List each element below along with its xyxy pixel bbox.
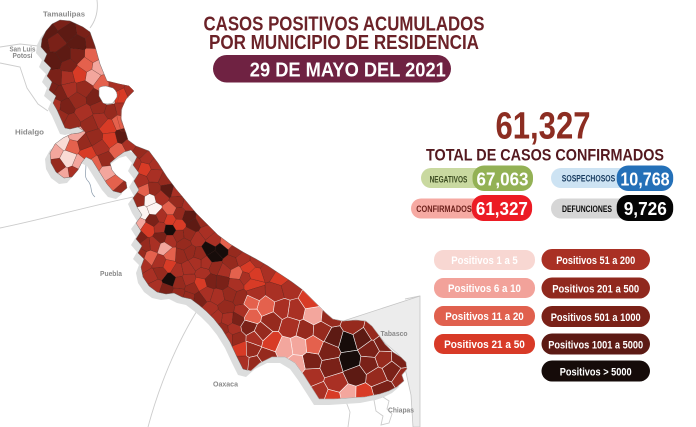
svg-text:Potosí: Potosí <box>13 51 34 60</box>
svg-text:Positivos 201 a 500: Positivos 201 a 500 <box>552 283 639 295</box>
svg-text:Positivos 21 a 50: Positivos 21 a 50 <box>444 339 525 351</box>
svg-text:Chiapas: Chiapas <box>388 406 414 415</box>
svg-text:61,327: 61,327 <box>476 198 528 219</box>
svg-text:61,327: 61,327 <box>496 106 591 148</box>
svg-text:CASOS POSITIVOS ACUMULADOS: CASOS POSITIVOS ACUMULADOS <box>204 13 485 35</box>
svg-text:Positivos > 5000: Positivos > 5000 <box>560 366 632 378</box>
svg-text:10,768: 10,768 <box>620 168 669 189</box>
svg-text:Positivos 11 a 20: Positivos 11 a 20 <box>445 311 524 323</box>
svg-text:Positivos 1001 a 5000: Positivos 1001 a 5000 <box>548 339 643 351</box>
svg-text:Tabasco: Tabasco <box>381 329 408 338</box>
svg-text:Hidalgo: Hidalgo <box>15 128 44 137</box>
svg-text:POR MUNICIPIO DE RESIDENCIA: POR MUNICIPIO DE RESIDENCIA <box>209 32 479 54</box>
svg-text:Puebla: Puebla <box>100 269 123 278</box>
svg-text:DEFUNCIONES: DEFUNCIONES <box>562 204 612 214</box>
svg-text:TOTAL DE CASOS CONFIRMADOS: TOTAL DE CASOS CONFIRMADOS <box>426 146 664 164</box>
svg-text:Oaxaca: Oaxaca <box>213 380 239 389</box>
svg-text:NEGATIVOS: NEGATIVOS <box>430 175 468 185</box>
svg-text:29 DE MAYO DEL 2021: 29 DE MAYO DEL 2021 <box>250 59 446 82</box>
svg-text:Positivos 501 a 1000: Positivos 501 a 1000 <box>551 312 641 324</box>
svg-text:Positivos 6 a 10: Positivos 6 a 10 <box>448 283 521 295</box>
svg-text:Positivos 51 a 200: Positivos 51 a 200 <box>556 255 635 267</box>
svg-text:SOSPECHOSOS: SOSPECHOSOS <box>562 173 615 183</box>
svg-text:San Luis: San Luis <box>10 45 36 54</box>
svg-text:CONFIRMADOS: CONFIRMADOS <box>416 204 472 214</box>
svg-text:67,063: 67,063 <box>477 168 529 189</box>
svg-text:9,726: 9,726 <box>624 198 667 219</box>
svg-text:Positivos 1 a 5: Positivos 1 a 5 <box>451 255 518 267</box>
svg-text:Tamaulipas: Tamaulipas <box>43 10 85 19</box>
